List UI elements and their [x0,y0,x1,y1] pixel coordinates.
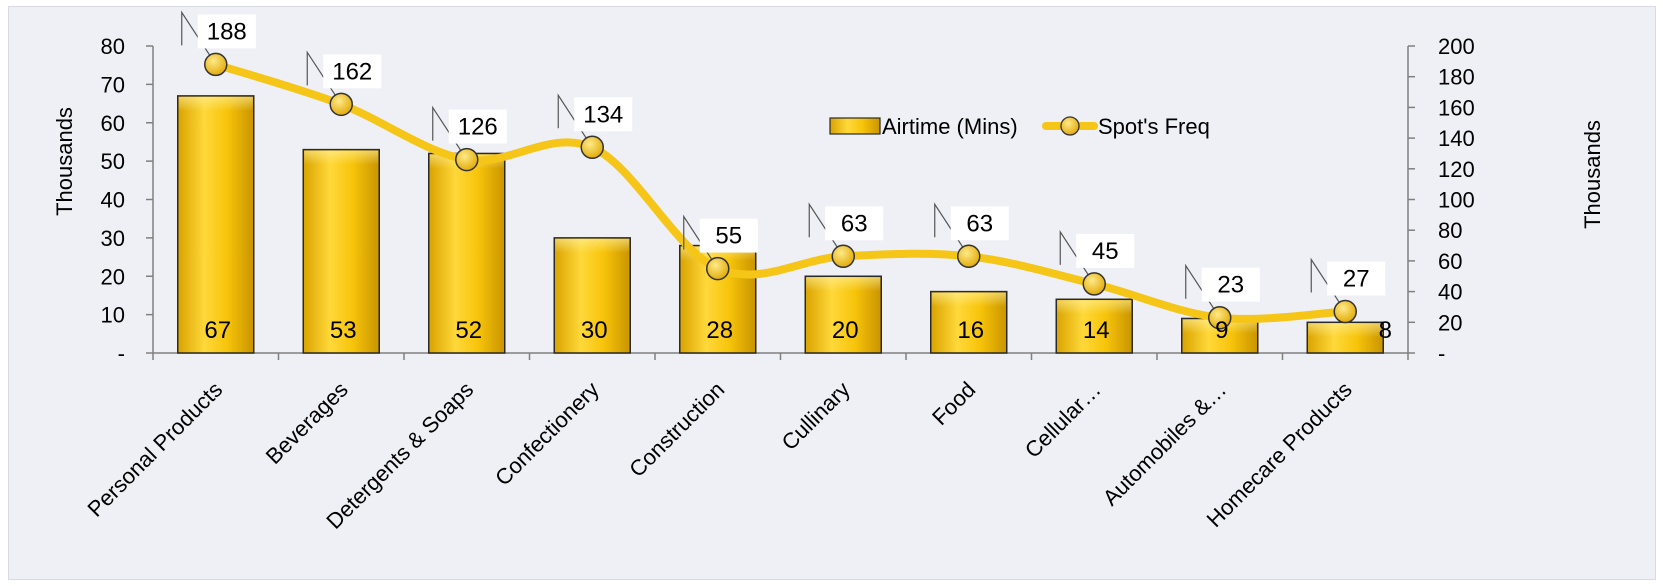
line-data-label: 188 [207,18,247,45]
legend-label-spots: Spot's Freq [1098,114,1210,139]
y-right-tick-label: 180 [1438,65,1475,90]
line-marker [707,258,729,280]
y-left-tick-label: 40 [101,188,125,213]
bar-data-label: 53 [330,317,357,344]
line-marker [581,136,603,158]
x-tick-label: Confectionery [490,377,604,491]
y-left-tick-label: 50 [101,149,125,174]
bar-airtime-highlight [555,239,629,253]
bar-data-label: 52 [455,317,482,344]
legend-swatch-airtime [830,118,880,134]
y-left-tick-label: 80 [101,34,125,59]
y-right-tick-label: - [1438,341,1445,366]
bar-airtime-highlight [932,293,1006,307]
y-axis-left-title: Thousands [52,107,77,216]
line-data-label: 63 [966,210,993,237]
y-axis-right-title: Thousands [1580,120,1605,229]
bar-data-label: 30 [581,317,608,344]
y-left-tick-label: 10 [101,303,125,328]
line-data-label: 45 [1092,238,1119,265]
y-right-tick-label: 100 [1438,188,1475,213]
bar-data-label: 16 [957,317,984,344]
x-tick-label: Food [927,377,980,430]
line-data-label: 126 [458,114,498,141]
legend-swatch-marker [1061,117,1079,135]
line-marker [456,149,478,171]
line-data-label: 55 [715,223,742,250]
line-marker [330,93,352,115]
bar-data-label: 9 [1215,317,1228,344]
bar-airtime-highlight [806,277,880,291]
line-data-label: 23 [1217,272,1244,299]
line-marker [1334,301,1356,323]
bar-data-label: 20 [832,317,859,344]
bar-airtime [178,96,254,353]
line-marker [832,245,854,267]
x-tick-label: Cullinary [777,377,855,455]
legend: Airtime (Mins) Spot's Freq [830,114,1210,139]
bar-airtime-highlight [1057,300,1131,314]
x-tick-label: Beverages [261,377,353,469]
x-tick-label: Automobiles &… [1098,377,1232,511]
line-data-label: 63 [841,210,868,237]
bar-airtime-highlight [179,97,253,111]
line-marker [958,245,980,267]
line-marker [205,53,227,75]
y-left-tick-label: 30 [101,226,125,251]
x-tick-label: Construction [624,377,729,482]
line-data-label: 162 [332,58,372,85]
x-tick-label: Personal Products [82,377,227,522]
y-right-tick-label: 80 [1438,218,1462,243]
line-data-label: 27 [1343,266,1370,293]
bar-data-label: 14 [1083,317,1110,344]
bar-data-label: 8 [1379,317,1392,344]
bar-airtime-highlight [304,151,378,165]
y-right-tick-label: 20 [1438,310,1462,335]
line-data-label: 134 [583,101,623,128]
legend-label-airtime: Airtime (Mins) [882,114,1018,139]
y-right-tick-label: 200 [1438,34,1475,59]
y-right-tick-label: 120 [1438,157,1475,182]
bar-airtime-highlight [1308,323,1382,337]
y-left-tick-label: - [118,341,125,366]
x-tick-label: Cellular… [1020,377,1106,463]
bar-data-label: 28 [706,317,733,344]
line-marker [1083,273,1105,295]
bar-data-label: 67 [204,317,231,344]
y-left-tick-label: 20 [101,264,125,289]
y-right-tick-label: 40 [1438,280,1462,305]
line-spots-freq [216,64,1346,319]
y-right-tick-label: 140 [1438,126,1475,151]
y-left-tick-label: 60 [101,111,125,136]
y-right-tick-label: 60 [1438,249,1462,274]
y-right-tick-label: 160 [1438,95,1475,120]
y-left-tick-label: 70 [101,72,125,97]
